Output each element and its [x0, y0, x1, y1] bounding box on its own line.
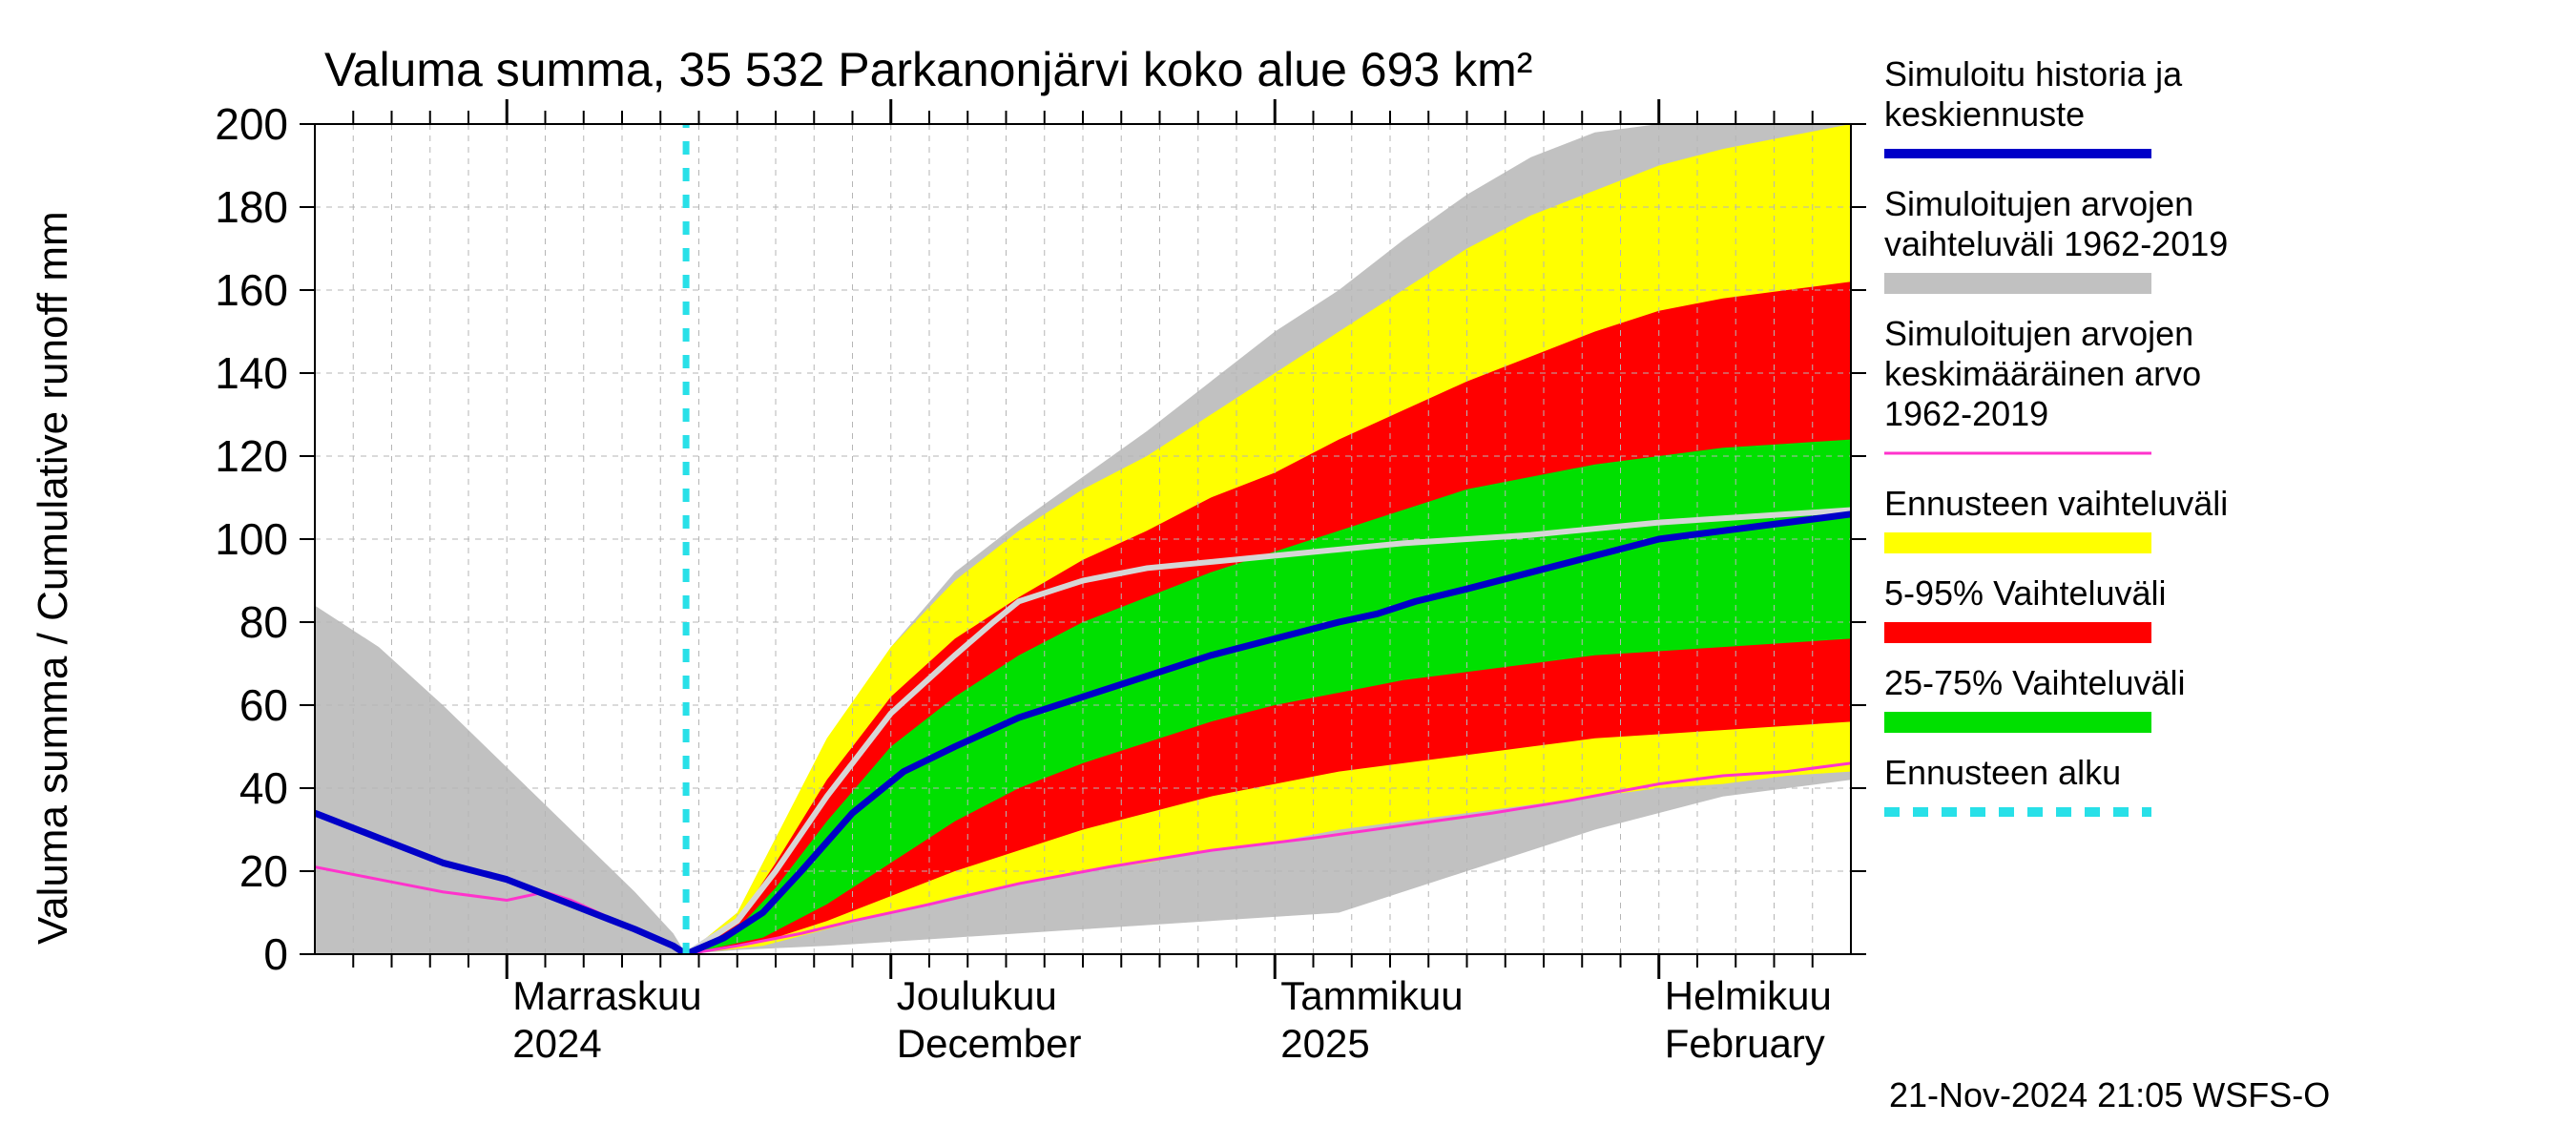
ytick-label: 60 [239, 680, 288, 730]
xtick-label: Tammikuu [1280, 973, 1463, 1018]
legend-label: 5-95% Vaihteluväli [1884, 573, 2167, 613]
legend-swatch [1884, 532, 2151, 553]
chart-container: 0 20 40 60 80 100 120 140 160 180 200 Marraskuu2024… [0, 0, 2576, 1145]
xtick-label: Joulukuu [897, 973, 1057, 1018]
xtick-label: Helmikuu [1665, 973, 1832, 1018]
ytick-label: 140 [215, 348, 288, 398]
xtick-label: Marraskuu [512, 973, 701, 1018]
legend-swatch [1884, 273, 2151, 294]
ytick-label: 0 [263, 929, 288, 979]
y-axis-label: Valuma summa / Cumulative runoff mm [30, 211, 76, 945]
legend-label: 1962-2019 [1884, 394, 2048, 433]
legend-label: Simuloitu historia ja [1884, 54, 2183, 94]
legend-swatch [1884, 712, 2151, 733]
ytick-label: 20 [239, 846, 288, 896]
legend-label: Ennusteen vaihteluväli [1884, 484, 2228, 523]
footer-timestamp: 21-Nov-2024 21:05 WSFS-O [1889, 1075, 2330, 1114]
legend-label: Simuloitujen arvojen [1884, 184, 2193, 223]
ytick-label: 80 [239, 597, 288, 647]
ytick-label: 160 [215, 265, 288, 315]
xtick-sublabel: 2024 [512, 1021, 601, 1066]
chart-svg: 0 20 40 60 80 100 120 140 160 180 200 Marraskuu2024… [0, 0, 2576, 1145]
legend-label: keskimääräinen arvo [1884, 354, 2201, 393]
ytick-label: 120 [215, 431, 288, 481]
legend-label: vaihteluväli 1962-2019 [1884, 224, 2228, 263]
legend-label: Simuloitujen arvojen [1884, 314, 2193, 353]
xtick-sublabel: February [1665, 1021, 1825, 1066]
legend-swatch [1884, 622, 2151, 643]
ytick-label: 200 [215, 99, 288, 149]
legend-label: 25-75% Vaihteluväli [1884, 663, 2186, 702]
ytick-label: 40 [239, 763, 288, 813]
legend-label: keskiennuste [1884, 94, 2085, 134]
xtick-sublabel: December [897, 1021, 1082, 1066]
legend-label: Ennusteen alku [1884, 753, 2121, 792]
ytick-label: 100 [215, 514, 288, 564]
chart-title: Valuma summa, 35 532 Parkanonjärvi koko … [324, 43, 1532, 96]
xtick-sublabel: 2025 [1280, 1021, 1369, 1066]
ytick-label: 180 [215, 182, 288, 232]
